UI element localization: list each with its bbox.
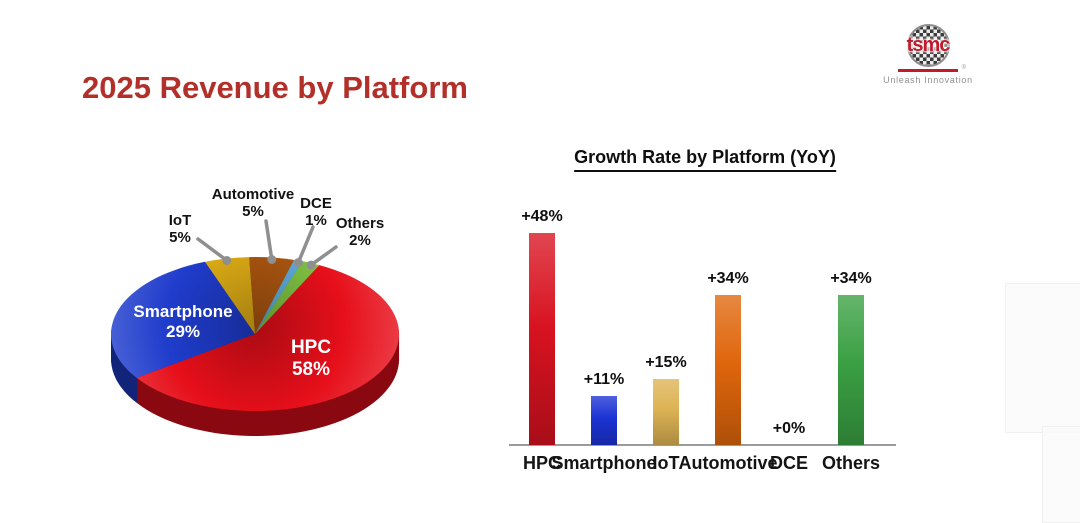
pie-slice-dce [255, 259, 303, 334]
pie-slice-hpc [136, 265, 400, 412]
logo-tagline: Unleash Innovation [883, 74, 973, 85]
background-artifact-2 [1042, 426, 1080, 523]
logo-rule: ® [898, 65, 966, 72]
slide-title: 2025 Revenue by Platform [82, 70, 468, 105]
callout-dot-automotive [267, 255, 277, 264]
pie-slice-others [255, 261, 320, 334]
registered-mark: ® [961, 65, 966, 71]
background-artifact-1 [1005, 283, 1080, 433]
callout-line-others [309, 245, 338, 267]
tsmc-logo: tsmc ® Unleash Innovation [883, 24, 973, 85]
callout-dot-iot [222, 256, 232, 265]
callout-line-automotive [264, 219, 274, 262]
callout-dot-others [306, 260, 316, 270]
pie-slice-automotive [249, 257, 294, 334]
callout-line-dce [296, 225, 315, 265]
tsmc-brand-text: tsmc [906, 34, 951, 56]
callout-dot-dce [293, 258, 303, 268]
callout-line-iot [196, 237, 229, 263]
pie-slice-smartphone [111, 261, 255, 378]
pie-slice-iot [205, 257, 255, 334]
wafer-icon: tsmc [906, 24, 951, 67]
bar-chart-title: Growth Rate by Platform (YoY) [574, 147, 836, 172]
